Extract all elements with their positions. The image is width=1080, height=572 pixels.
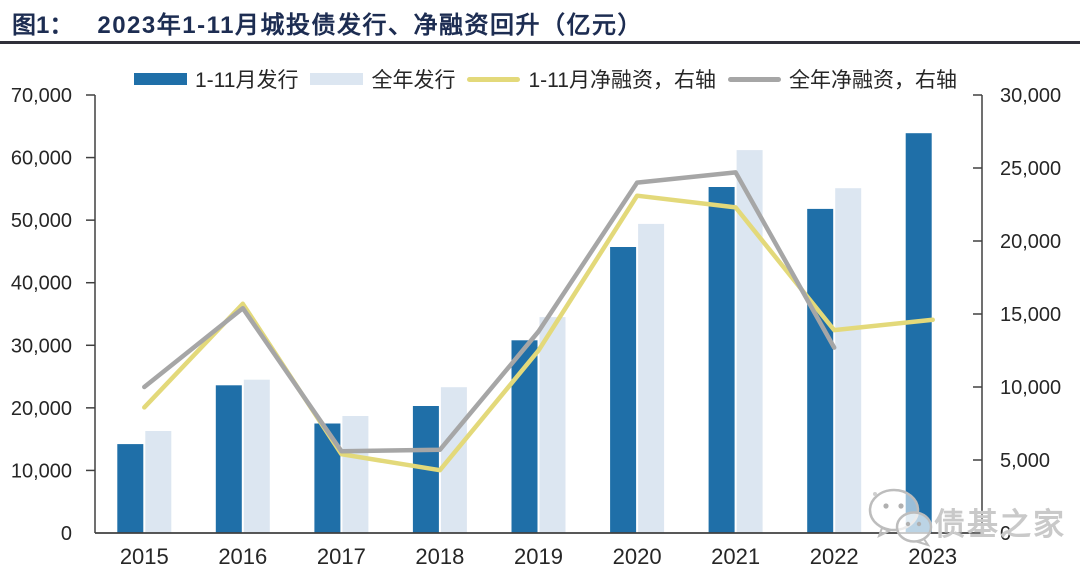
right-axis-tick-label: 5,000 — [1000, 450, 1050, 472]
bar-1-11月发行-2016 — [215, 385, 242, 533]
legend-label: 1-11月净融资，右轴 — [528, 69, 716, 92]
x-axis-category-label: 2017 — [317, 544, 366, 569]
legend-label: 1-11月发行 — [195, 69, 299, 92]
bar-1-11月发行-2015 — [117, 444, 144, 533]
left-axis-tick-label: 30,000 — [11, 335, 72, 357]
right-axis-tick-label: 20,000 — [1000, 231, 1061, 253]
legend-item-issuance-1-11: 1-11月发行 — [134, 64, 298, 94]
light-blue-bar-swatch-icon — [310, 73, 364, 85]
bar-全年发行-2015 — [145, 431, 172, 533]
left-axis-tick-label: 50,000 — [11, 210, 72, 232]
bar-全年发行-2020 — [638, 223, 665, 533]
yellow-line-swatch-icon — [467, 76, 521, 82]
left-axis-tick-label: 40,000 — [11, 273, 72, 295]
x-axis-category-label: 2020 — [613, 544, 662, 569]
figure-title: 2023年1-11月城投债发行、净融资回升（亿元） — [97, 12, 643, 39]
legend-label: 全年净融资，右轴 — [788, 69, 957, 92]
bar-1-11月发行-2017 — [314, 423, 341, 533]
x-axis-category-label: 2021 — [711, 544, 760, 569]
bar-全年发行-2017 — [342, 416, 369, 533]
watermark: 债基之家 — [868, 487, 1066, 547]
bar-全年发行-2018 — [440, 387, 467, 533]
left-axis-tick-label: 60,000 — [11, 148, 72, 170]
left-axis-tick-label: 70,000 — [11, 85, 72, 107]
right-axis-tick-label: 0 — [1000, 523, 1011, 545]
figure-header: 图1： 2023年1-11月城投债发行、净融资回升（亿元） — [12, 5, 643, 40]
bar-1-11月发行-2020 — [610, 247, 637, 533]
x-axis-category-label: 2022 — [810, 544, 859, 569]
legend-item-net-financing-full-year: 全年净融资，右轴 — [727, 64, 957, 94]
right-axis-tick-label: 30,000 — [1000, 85, 1061, 107]
bar-1-11月发行-2022 — [807, 208, 834, 533]
x-axis-category-label: 2016 — [218, 544, 267, 569]
gray-line-swatch-icon — [727, 76, 781, 82]
right-axis-tick-label: 15,000 — [1000, 304, 1061, 326]
bar-全年发行-2021 — [736, 150, 763, 533]
left-axis-tick-label: 20,000 — [11, 398, 72, 420]
legend-item-issuance-full-year: 全年发行 — [310, 64, 455, 94]
bar-1-11月发行-2019 — [511, 340, 538, 533]
x-axis-category-label: 2018 — [415, 544, 464, 569]
wechat-icon — [868, 488, 933, 547]
bar-全年发行-2022 — [835, 188, 862, 533]
line-全年净融资，右轴 — [142, 170, 837, 454]
dark-blue-bar-swatch-icon — [134, 73, 187, 85]
figure-label: 图1： — [12, 12, 74, 39]
bar-全年发行-2019 — [539, 317, 566, 533]
header-divider — [0, 41, 1080, 44]
left-axis-tick-label: 0 — [61, 523, 72, 545]
watermark-text: 债基之家 — [934, 507, 1066, 542]
legend-item-net-financing-1-11: 1-11月净融资，右轴 — [467, 64, 716, 94]
right-axis-tick-label: 25,000 — [1000, 158, 1061, 180]
x-axis-category-label: 2019 — [514, 544, 563, 569]
bar-1-11月发行-2023 — [905, 133, 932, 533]
x-axis-category-label: 2023 — [908, 544, 957, 569]
legend-label: 全年发行 — [371, 69, 456, 92]
left-axis-tick-label: 10,000 — [11, 460, 72, 482]
bar-全年发行-2016 — [243, 379, 270, 533]
x-axis-category-label: 2015 — [120, 544, 169, 569]
bar-1-11月发行-2021 — [708, 187, 735, 533]
right-axis-tick-label: 10,000 — [1000, 377, 1061, 399]
chart-legend: 1-11月发行 全年发行 1-11月净融资，右轴 全年净融资，右轴 — [134, 64, 957, 94]
